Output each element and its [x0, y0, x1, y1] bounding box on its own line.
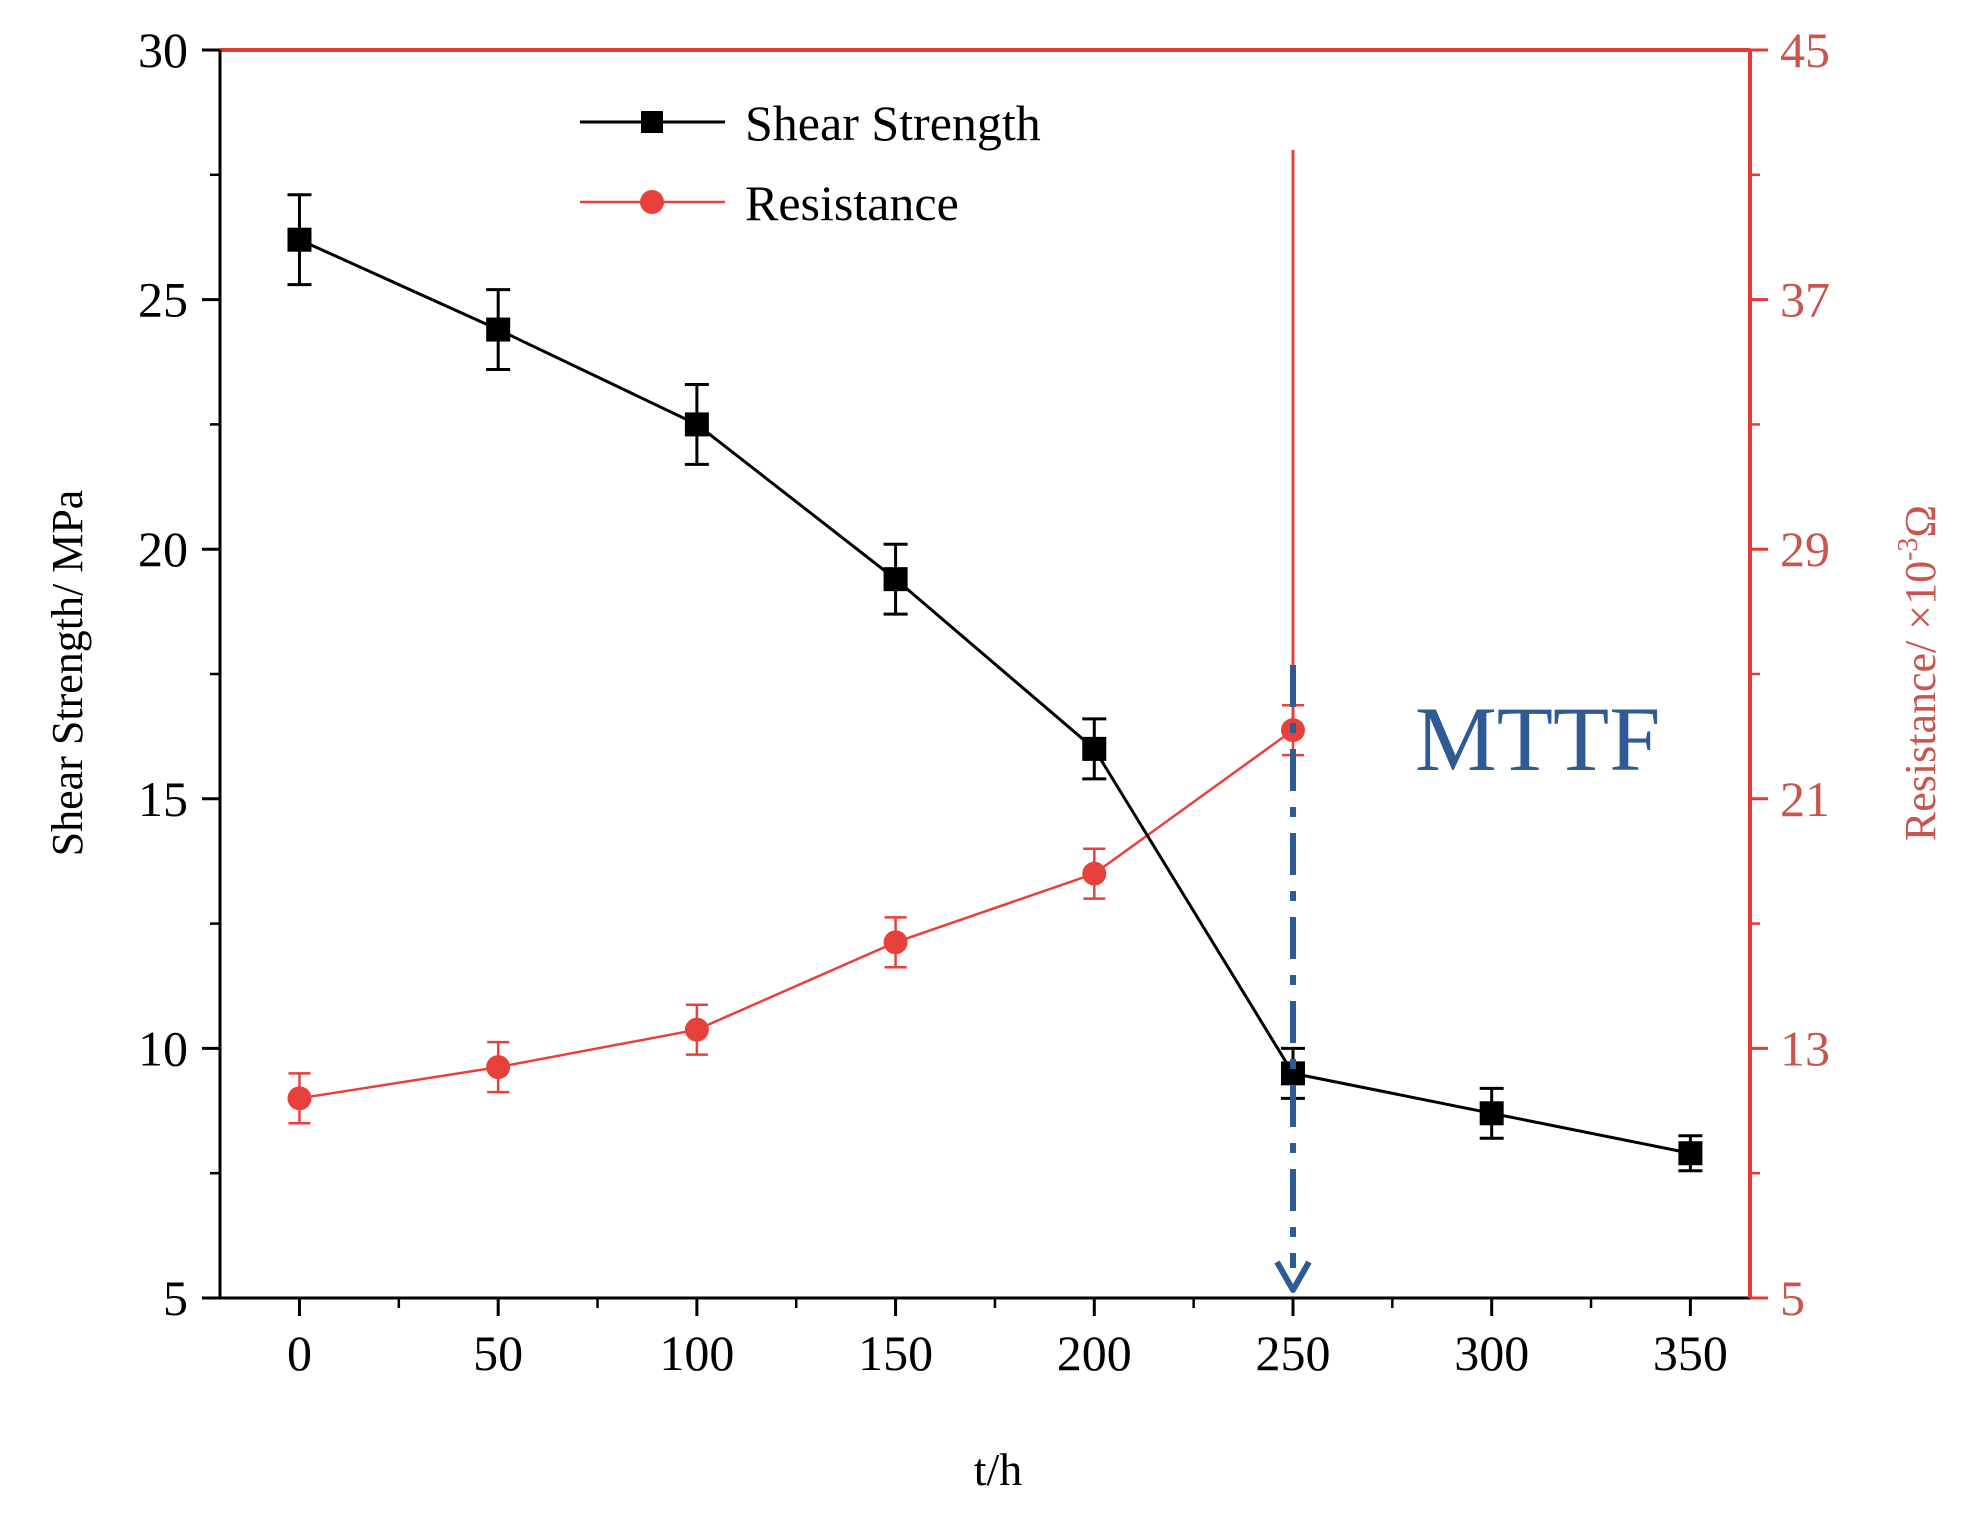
shear-point-50 [486, 317, 511, 342]
y2-axis-label: Resistance/ ×10-3Ω [1893, 505, 1945, 841]
mttf-arrowhead [1274, 1260, 1312, 1293]
x-tick-label-0: 0 [287, 1325, 312, 1381]
mttf-annotation-label: MTTF [1415, 688, 1660, 790]
x-tick-label-50: 50 [473, 1325, 523, 1381]
ticks: 0 50 100 150 200 250 300 350 5 10 15 20 25 30 5 13 21 29 3… [138, 22, 1830, 1381]
y2-tick-label-13: 13 [1780, 1020, 1830, 1076]
resistance-point-100 [684, 1017, 709, 1042]
shear-point-300 [1479, 1101, 1504, 1126]
resistance-point-0 [287, 1086, 312, 1111]
legend-item-resistance: Resistance [580, 175, 959, 231]
y2-axis-label-unit: Ω [1896, 505, 1945, 538]
x-tick-label-300: 300 [1454, 1325, 1529, 1381]
y-axis-label: Shear Strength/ MPa [43, 490, 92, 857]
plot-area [287, 149, 1703, 1293]
y-tick-label-30: 30 [138, 22, 188, 78]
y2-axis-label-exponent: -3 [1893, 538, 1924, 561]
y2-axis-label-base: Resistance/ ×10 [1896, 561, 1945, 841]
x-tick-label-250: 250 [1255, 1325, 1330, 1381]
legend-resistance-marker [640, 190, 664, 214]
x-tick-label-200: 200 [1057, 1325, 1132, 1381]
resistance-line [299, 729, 1294, 1100]
y2-tick-label-21: 21 [1780, 771, 1830, 827]
y-tick-label-5: 5 [163, 1270, 188, 1326]
x-tick-label-100: 100 [659, 1325, 734, 1381]
shear-point-150 [883, 567, 908, 592]
y-tick-label-25: 25 [138, 272, 188, 328]
y-tick-label-15: 15 [138, 771, 188, 827]
x-axis-label: t/h [974, 1444, 1023, 1495]
shear-point-100 [684, 412, 709, 437]
y2-tick-label-45: 45 [1780, 22, 1830, 78]
y2-tick-label-5: 5 [1780, 1270, 1805, 1326]
y2-tick-label-29: 29 [1780, 521, 1830, 577]
shear-point-350 [1678, 1141, 1703, 1166]
legend-item-shear-strength: Shear Strength [580, 95, 1041, 151]
resistance-point-200 [1082, 861, 1107, 886]
resistance-point-150 [883, 930, 908, 955]
y-tick-label-20: 20 [138, 521, 188, 577]
legend-shear-label: Shear Strength [745, 95, 1041, 151]
y2-tick-label-37: 37 [1780, 272, 1830, 328]
resistance-point-50 [486, 1055, 511, 1080]
shear-point-200 [1082, 736, 1107, 761]
x-tick-label-350: 350 [1653, 1325, 1728, 1381]
shear-point-0 [287, 227, 312, 252]
legend: Shear Strength Resistance [580, 95, 1041, 231]
x-tick-label-150: 150 [858, 1325, 933, 1381]
legend-resistance-label: Resistance [745, 175, 959, 231]
y-tick-label-10: 10 [138, 1020, 188, 1076]
shear-strength-line [298, 238, 1691, 1155]
legend-shear-marker [641, 111, 663, 133]
